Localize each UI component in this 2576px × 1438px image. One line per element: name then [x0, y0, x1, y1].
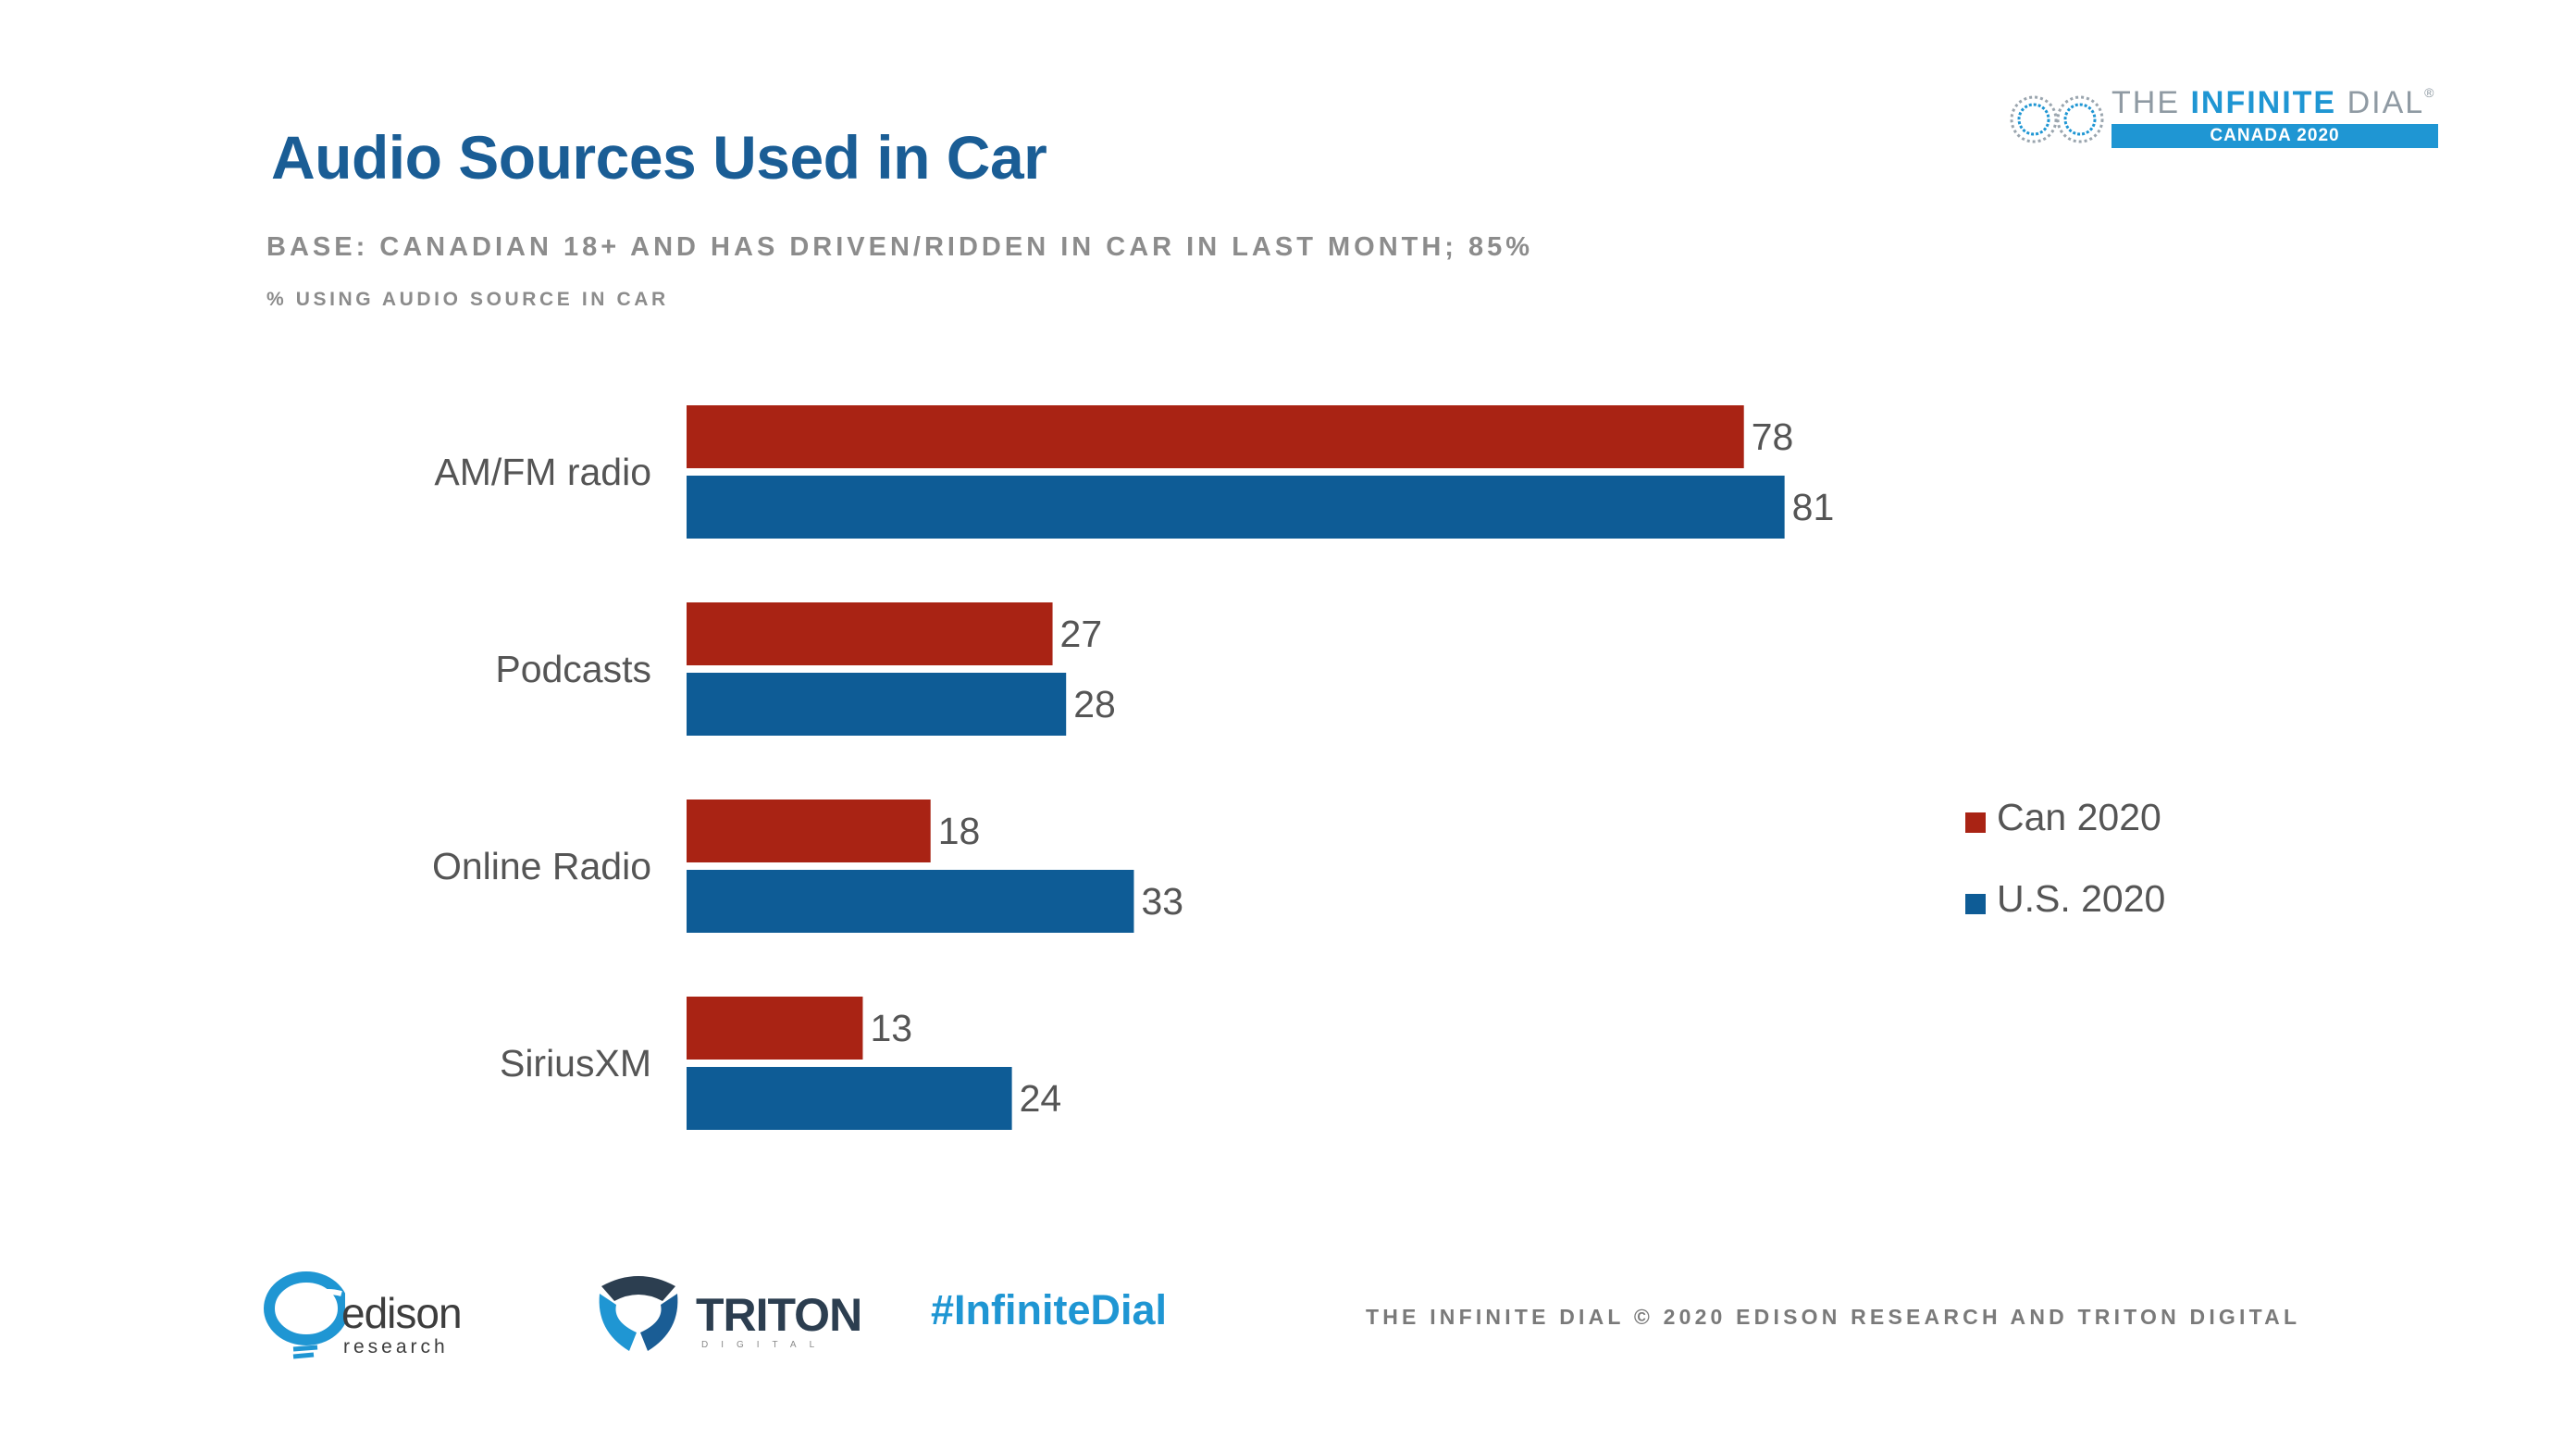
- edison-wordmark: edison: [341, 1289, 463, 1337]
- value-label-can-am-fm-radio: 78: [1752, 415, 1794, 458]
- bar-can-siriusxm: [687, 997, 863, 1060]
- triton-emblem-icon: [599, 1276, 678, 1351]
- bar-us-online-radio: [687, 870, 1134, 933]
- legend-label-us: U.S. 2020: [1997, 877, 2166, 920]
- edison-research-logo: edison research: [262, 1266, 484, 1368]
- legend-swatch-can: [1965, 812, 1986, 833]
- triton-wordmark: TRITON: [696, 1289, 862, 1341]
- chart-subtitle: BASE: CANADIAN 18+ AND HAS DRIVEN/RIDDEN…: [266, 232, 1534, 262]
- value-label-us-am-fm-radio: 81: [1792, 486, 1835, 528]
- brand-prefix: THE: [2112, 85, 2191, 120]
- bar-can-am-fm-radio: [687, 405, 1744, 468]
- category-label-podcasts: Podcasts: [495, 648, 651, 690]
- value-label-can-online-radio: 18: [938, 810, 981, 852]
- brand-suffix: DIAL: [2336, 85, 2425, 120]
- category-label-online-radio: Online Radio: [432, 845, 651, 887]
- registered-mark: ®: [2424, 85, 2436, 100]
- footer-credit: THE INFINITE DIAL © 2020 EDISON RESEARCH…: [1366, 1305, 2301, 1329]
- bar-can-podcasts: [687, 602, 1053, 665]
- value-label-can-podcasts: 27: [1060, 613, 1103, 655]
- infinity-rings-icon: [2010, 95, 2104, 143]
- brand-strong: INFINITE: [2190, 85, 2337, 120]
- category-label-am-fm-radio: AM/FM radio: [434, 451, 651, 493]
- hashtag-link[interactable]: #InfiniteDial: [931, 1286, 1168, 1333]
- triton-digital-logo: TRITON DIGITAL: [592, 1266, 862, 1368]
- value-label-us-siriusxm: 24: [1020, 1077, 1062, 1120]
- page-title: Audio Sources Used in Car: [271, 123, 1047, 192]
- bar-us-siriusxm: [687, 1067, 1012, 1130]
- infinite-dial-logo: THE INFINITE DIAL® CANADA 2020: [2008, 85, 2443, 152]
- bar-us-podcasts: [687, 673, 1067, 736]
- triton-subtitle: DIGITAL: [701, 1340, 828, 1350]
- legend-swatch-us: [1965, 894, 1986, 914]
- value-label-us-online-radio: 33: [1141, 880, 1183, 923]
- edison-swirl-icon: [264, 1271, 349, 1359]
- value-label-us-podcasts: 28: [1073, 683, 1116, 725]
- bar-us-am-fm-radio: [687, 476, 1785, 539]
- category-label-siriusxm: SiriusXM: [500, 1042, 651, 1085]
- brand-name: THE INFINITE DIAL®: [2112, 85, 2436, 121]
- bar-can-online-radio: [687, 800, 931, 862]
- brand-edition: CANADA 2020: [2112, 124, 2438, 148]
- value-label-can-siriusxm: 13: [870, 1007, 912, 1049]
- legend-label-can: Can 2020: [1997, 796, 2161, 838]
- edison-subtitle: research: [343, 1336, 449, 1357]
- chart-caption: % USING AUDIO SOURCE IN CAR: [266, 289, 669, 310]
